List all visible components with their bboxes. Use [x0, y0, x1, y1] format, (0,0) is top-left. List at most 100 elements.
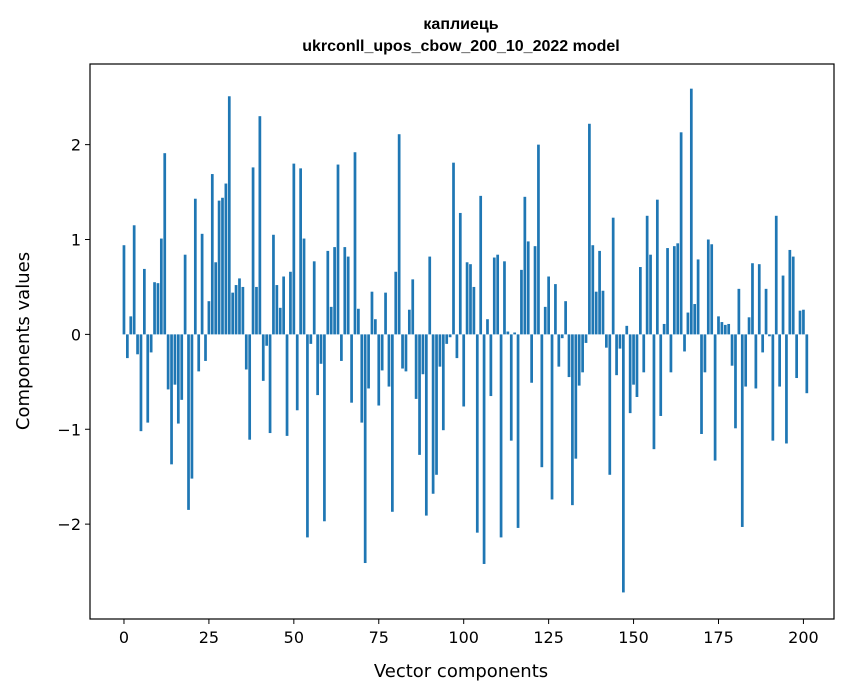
bar-187 [757, 264, 761, 335]
bar-15 [173, 334, 177, 385]
bar-77 [384, 292, 387, 335]
x-tick-label-100: 100 [448, 628, 479, 647]
bar-42 [265, 334, 269, 346]
bar-131 [567, 334, 571, 378]
bar-147 [622, 334, 625, 593]
bar-140 [598, 250, 601, 335]
bar-169 [696, 259, 700, 335]
bar-4 [136, 334, 139, 355]
bar-163 [676, 243, 680, 335]
bar-91 [431, 334, 435, 494]
bar-192 [774, 215, 778, 335]
bar-83 [404, 334, 408, 372]
bar-116 [516, 334, 520, 528]
bar-152 [639, 267, 642, 335]
bar-57 [316, 334, 319, 396]
bar-162 [672, 246, 676, 335]
bar-195 [785, 334, 788, 444]
bar-151 [635, 334, 639, 397]
bar-176 [720, 322, 724, 335]
bar-10 [156, 283, 160, 335]
bar-122 [537, 144, 540, 335]
bar-136 [584, 334, 588, 343]
bar-198 [795, 334, 798, 379]
bar-64 [340, 334, 343, 361]
bar-175 [717, 316, 720, 335]
bar-121 [533, 246, 537, 335]
x-axis-label: Vector components [374, 661, 548, 682]
bar-149 [628, 334, 632, 414]
bar-73 [370, 291, 374, 335]
bar-196 [788, 249, 792, 335]
bar-120 [530, 334, 533, 383]
bar-172 [706, 239, 710, 335]
bar-18 [183, 254, 187, 335]
bar-161 [669, 334, 673, 373]
bars-group [122, 88, 809, 593]
bar-36 [244, 334, 248, 370]
x-tick-label-50: 50 [284, 628, 304, 647]
bar-185 [751, 263, 754, 335]
bar-32 [231, 292, 235, 335]
bar-133 [574, 334, 578, 459]
bar-188 [761, 334, 765, 353]
bar-90 [428, 256, 432, 335]
bar-201 [805, 334, 809, 394]
bar-80 [394, 271, 398, 335]
bar-154 [645, 215, 649, 335]
x-tick-label-0: 0 [119, 628, 129, 647]
bar-79 [391, 334, 394, 512]
bar-107 [486, 319, 489, 335]
bar-43 [268, 334, 272, 434]
bar-34 [238, 278, 241, 335]
bar-115 [513, 332, 517, 335]
bar-101 [465, 262, 469, 335]
bar-30 [224, 183, 228, 335]
bar-200 [802, 309, 805, 335]
bar-186 [754, 334, 758, 389]
bar-98 [455, 334, 459, 359]
bar-35 [241, 286, 245, 335]
bar-109 [492, 257, 496, 335]
bar-16 [176, 334, 180, 424]
y-axis-label: Components values [13, 252, 34, 430]
bar-117 [520, 269, 523, 335]
chart-title: каплиець [423, 16, 498, 33]
bar-68 [353, 152, 357, 335]
y-tick-label-1: 1 [71, 231, 81, 250]
y-tick-label--1: −1 [57, 420, 81, 439]
bar-55 [309, 334, 313, 344]
bar-59 [323, 334, 326, 522]
bar-8 [149, 334, 153, 353]
bar-189 [764, 288, 768, 335]
bar-1 [126, 334, 129, 359]
bar-106 [482, 334, 486, 564]
bar-128 [557, 334, 561, 367]
bar-56 [312, 261, 316, 335]
bar-165 [683, 334, 686, 352]
bar-51 [295, 334, 299, 411]
bar-88 [421, 334, 425, 375]
bar-190 [768, 334, 771, 337]
bar-93 [438, 334, 442, 367]
bar-171 [703, 334, 707, 373]
bar-155 [649, 254, 652, 335]
bar-41 [261, 334, 265, 381]
bar-193 [778, 334, 781, 387]
bar-108 [489, 334, 493, 397]
bar-7 [146, 334, 150, 423]
bar-3 [132, 225, 136, 335]
bar-87 [418, 334, 421, 455]
bar-135 [581, 334, 584, 373]
bar-102 [469, 264, 472, 335]
bar-191 [771, 334, 775, 441]
bar-137 [588, 123, 591, 335]
bar-177 [723, 324, 727, 335]
bar-67 [350, 334, 353, 403]
bar-139 [594, 291, 598, 335]
bar-78 [387, 334, 391, 387]
bar-12 [163, 153, 167, 335]
bar-199 [798, 310, 802, 335]
x-tick-label-175: 175 [703, 628, 734, 647]
